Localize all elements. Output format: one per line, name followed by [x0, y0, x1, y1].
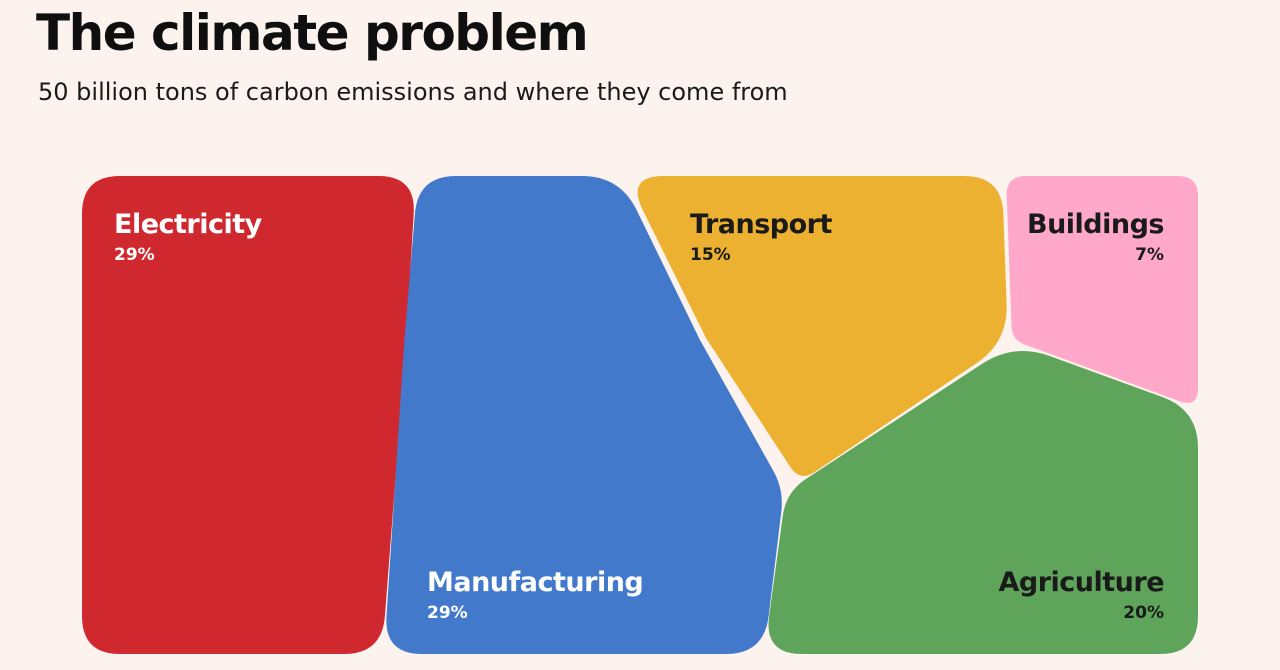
label-manufacturing: Manufacturing: [427, 567, 643, 598]
value-agriculture: 20%: [1123, 603, 1164, 623]
cell-agriculture: [768, 351, 1198, 654]
cell-manufacturing: [386, 176, 782, 654]
cell-transport: [637, 176, 1007, 476]
label-agriculture: Agriculture: [998, 567, 1164, 598]
value-buildings: 7%: [1135, 245, 1164, 265]
label-buildings: Buildings: [1027, 209, 1164, 240]
chart-subtitle: 50 billion tons of carbon emissions and …: [38, 78, 788, 106]
treemap-labels: Electricity 29% Manufacturing 29% Transport 1…: [114, 209, 1165, 623]
label-electricity: Electricity: [114, 209, 263, 240]
cell-electricity: [82, 176, 414, 654]
chart-title: The climate problem: [36, 4, 589, 62]
cell-buildings: [1006, 176, 1198, 403]
value-transport: 15%: [690, 245, 731, 265]
value-electricity: 29%: [114, 245, 155, 265]
value-manufacturing: 29%: [427, 603, 468, 623]
label-transport: Transport: [690, 209, 832, 240]
treemap-cells: [82, 176, 1198, 654]
